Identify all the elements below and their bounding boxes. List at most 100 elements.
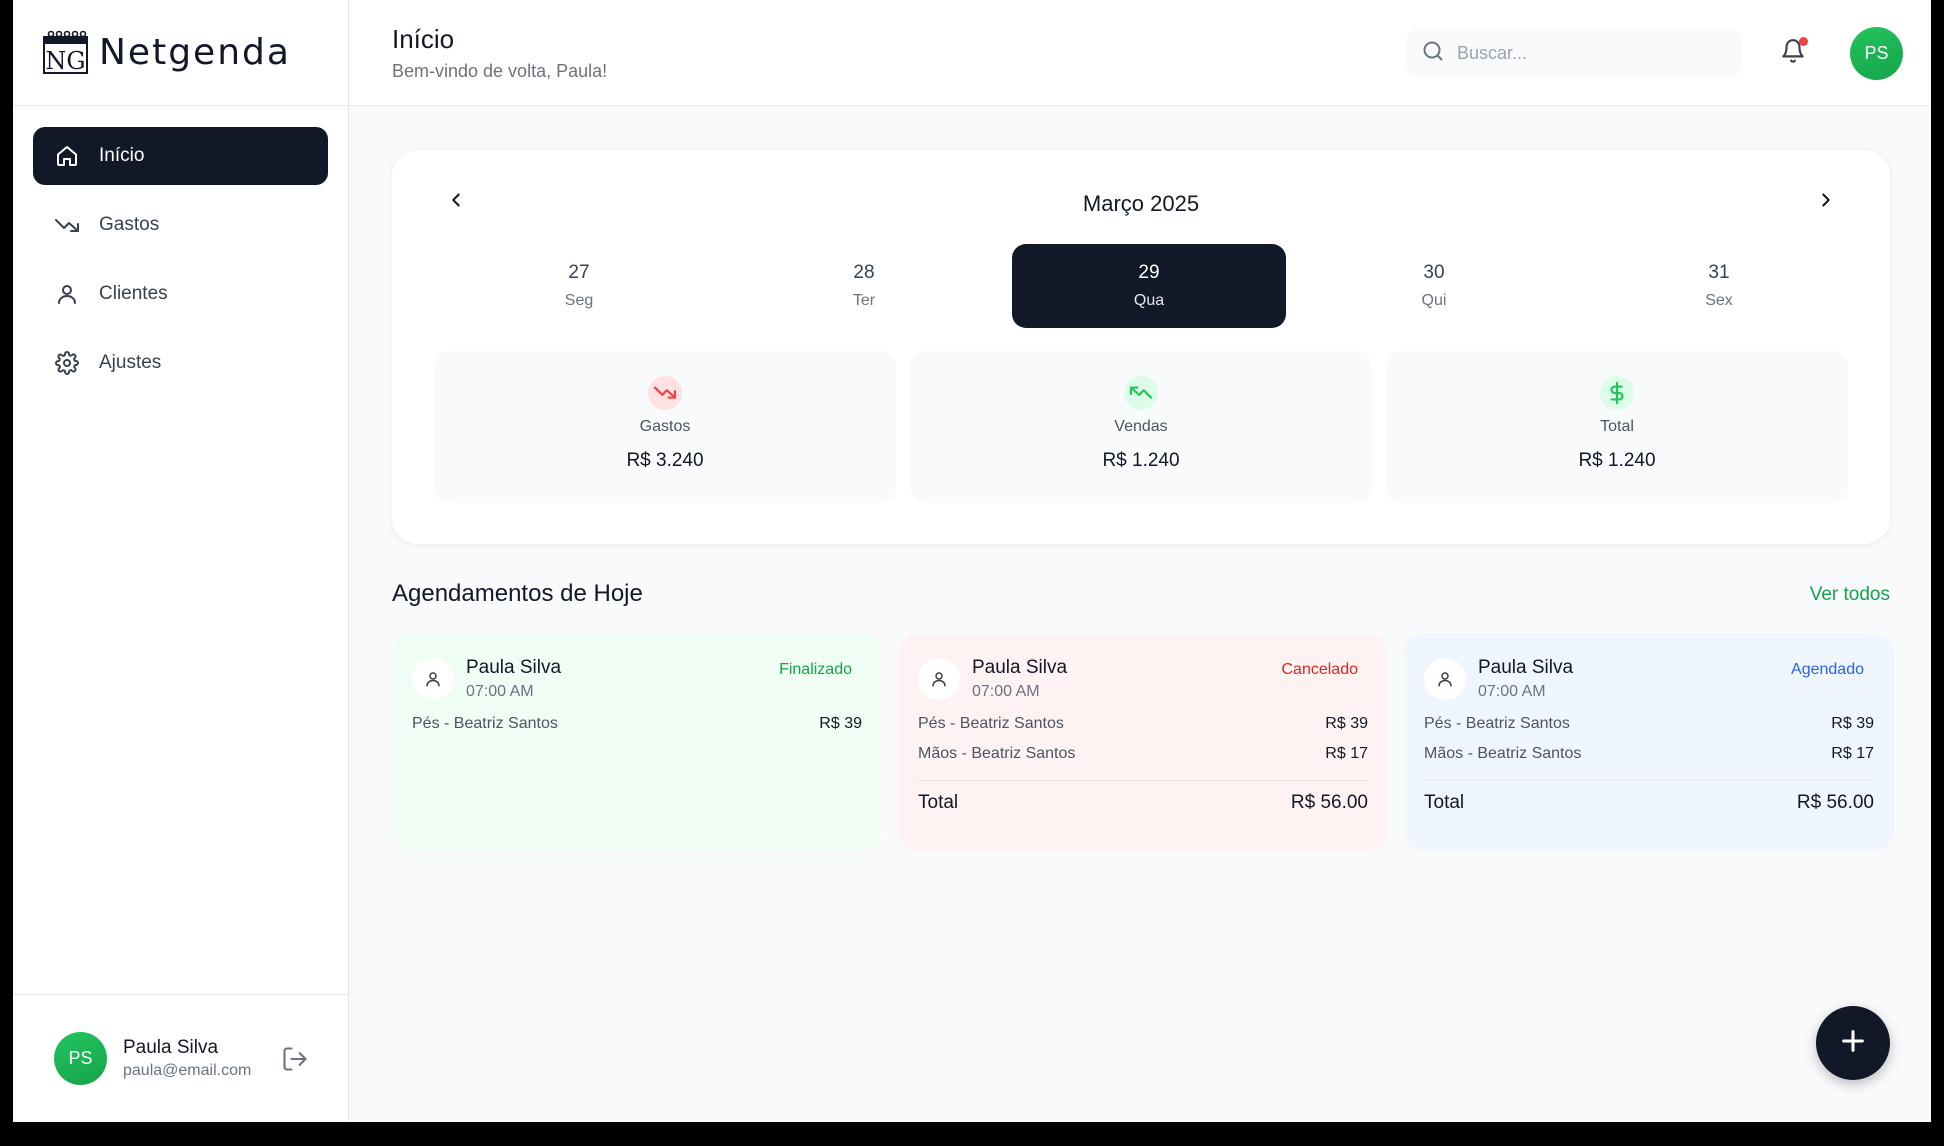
stat-label: Vendas [1114, 418, 1168, 435]
calendar-month: Março 2025 [1082, 191, 1200, 216]
service-price: R$ 17 [1831, 745, 1874, 762]
user-name: Paula Silva [123, 1037, 219, 1058]
chevron-left-icon [445, 189, 467, 216]
sidebar-item-clientes[interactable]: Clientes [33, 265, 328, 323]
appointment-time: 07:00 AM [466, 683, 534, 700]
brand[interactable]: NG Netgenda [13, 0, 348, 106]
stats-row: Gastos R$ 3.240 Vendas R$ 1.240 Total R$… [434, 351, 1848, 503]
chevron-right-icon [1815, 189, 1837, 216]
day-number: 27 [568, 262, 590, 283]
user-icon [54, 281, 80, 307]
appointment-total: Total R$ 56.00 [918, 780, 1368, 814]
bell-icon [1780, 39, 1806, 69]
service-row: Mãos - Beatriz Santos R$ 17 [918, 745, 1368, 763]
calendar-day[interactable]: 30 Qui [1297, 244, 1571, 328]
stat-card-gastos: Gastos R$ 3.240 [434, 351, 896, 503]
day-number: 28 [853, 262, 875, 283]
service-row: Mãos - Beatriz Santos R$ 17 [1424, 745, 1874, 763]
appointment-card[interactable]: Paula Silva 07:00 AM Agendado Pés - Beat… [1404, 634, 1894, 850]
calendar-days: 27 Seg 28 Ter 29 Qua 30 Qui 31 Sex [442, 244, 1856, 328]
sidebar-item-gastos[interactable]: Gastos [33, 196, 328, 254]
calendar-day[interactable]: 28 Ter [727, 244, 1001, 328]
page-title: Início [392, 24, 455, 54]
user-icon [412, 658, 454, 700]
sidebar-user: PS Paula Silva paula@email.com [13, 994, 348, 1122]
dollar-icon [1600, 376, 1634, 410]
appointments-title: Agendamentos de Hoje [392, 580, 643, 607]
stat-label: Total [1600, 418, 1634, 435]
logo-icon: NG [43, 30, 88, 75]
appointment-card[interactable]: Paula Silva 07:00 AM Finalizado Pés - Be… [392, 634, 882, 850]
sidebar-item-inicio[interactable]: Início [33, 127, 328, 185]
prev-month-button[interactable] [442, 188, 470, 216]
service-price: R$ 17 [1325, 745, 1368, 762]
day-number: 30 [1423, 262, 1445, 283]
avatar[interactable]: PS [54, 1032, 107, 1085]
stat-label: Gastos [639, 418, 691, 435]
search-icon [1421, 39, 1445, 68]
service-row: Pés - Beatriz Santos R$ 39 [412, 715, 862, 733]
appointment-header: Paula Silva 07:00 AM [412, 656, 862, 702]
status-badge: Agendado [1791, 661, 1864, 678]
sidebar-item-label: Ajustes [99, 352, 162, 373]
service-row: Pés - Beatriz Santos R$ 39 [918, 715, 1368, 733]
service-row: Pés - Beatriz Santos R$ 39 [1424, 715, 1874, 733]
appointment-client: Paula Silva [466, 657, 562, 678]
day-number: 29 [1138, 262, 1160, 283]
total-value: R$ 56.00 [1290, 792, 1368, 813]
logo-mark-text: NG [45, 47, 85, 75]
appointment-header: Paula Silva 07:00 AM [918, 656, 1368, 702]
stat-value: R$ 3.240 [626, 450, 704, 471]
day-weekday: Seg [564, 292, 594, 309]
home-icon [54, 143, 80, 169]
next-month-button[interactable] [1812, 188, 1840, 216]
user-email: paula@email.com [123, 1062, 252, 1079]
stat-value: R$ 1.240 [1102, 450, 1180, 471]
search-box [1406, 29, 1742, 77]
see-all-link[interactable]: Ver todos [1809, 584, 1890, 605]
service-price: R$ 39 [1325, 715, 1368, 732]
appointment-time: 07:00 AM [1478, 683, 1546, 700]
day-weekday: Sex [1705, 292, 1733, 309]
service-name: Mãos - Beatriz Santos [1424, 745, 1582, 762]
total-value: R$ 56.00 [1796, 792, 1874, 813]
calendar-card: Março 2025 27 Seg 28 Ter 29 Qua 30 Qui [392, 150, 1890, 544]
appointment-time: 07:00 AM [972, 683, 1040, 700]
sidebar-item-label: Clientes [99, 283, 168, 304]
add-appointment-button[interactable] [1816, 1006, 1890, 1080]
header-avatar[interactable]: PS [1850, 27, 1903, 80]
appointment-client: Paula Silva [1478, 657, 1574, 678]
logout-icon[interactable] [281, 1045, 309, 1073]
stat-value: R$ 1.240 [1578, 450, 1656, 471]
user-icon [1424, 658, 1466, 700]
trending-down-icon [54, 212, 80, 238]
trending-down-icon [648, 376, 682, 410]
stat-card-vendas: Vendas R$ 1.240 [910, 351, 1372, 503]
sidebar-nav: Início Gastos Clientes Ajustes [13, 106, 348, 392]
brand-name: Netgenda [99, 32, 291, 73]
service-name: Pés - Beatriz Santos [412, 715, 558, 732]
status-badge: Cancelado [1281, 661, 1359, 678]
notifications-button[interactable] [1780, 37, 1808, 67]
app-frame: NG Netgenda Início Gastos Clie [13, 0, 1931, 1122]
appointment-total: Total R$ 56.00 [1424, 780, 1874, 814]
stat-card-total: Total R$ 1.240 [1386, 351, 1848, 503]
day-number: 31 [1708, 262, 1730, 283]
service-name: Pés - Beatriz Santos [918, 715, 1064, 732]
sidebar-item-label: Gastos [99, 214, 160, 235]
top-header: Início Bem-vindo de volta, Paula! PS [350, 0, 1931, 106]
day-weekday: Ter [852, 292, 876, 309]
sidebar-item-label: Início [99, 145, 145, 166]
appointment-card[interactable]: Paula Silva 07:00 AM Cancelado Pés - Bea… [898, 634, 1388, 850]
appointments-list: Paula Silva 07:00 AM Finalizado Pés - Be… [392, 634, 1894, 850]
calendar-day[interactable]: 31 Sex [1582, 244, 1856, 328]
calendar-day-selected[interactable]: 29 Qua [1012, 244, 1286, 328]
notification-badge [1799, 37, 1808, 46]
search-input[interactable] [1457, 42, 1727, 64]
sidebar-item-ajustes[interactable]: Ajustes [33, 334, 328, 392]
calendar-day[interactable]: 27 Seg [442, 244, 716, 328]
service-name: Pés - Beatriz Santos [1424, 715, 1570, 732]
day-weekday: Qui [1421, 292, 1447, 309]
appointment-client: Paula Silva [972, 657, 1068, 678]
day-weekday: Qua [1133, 292, 1165, 309]
